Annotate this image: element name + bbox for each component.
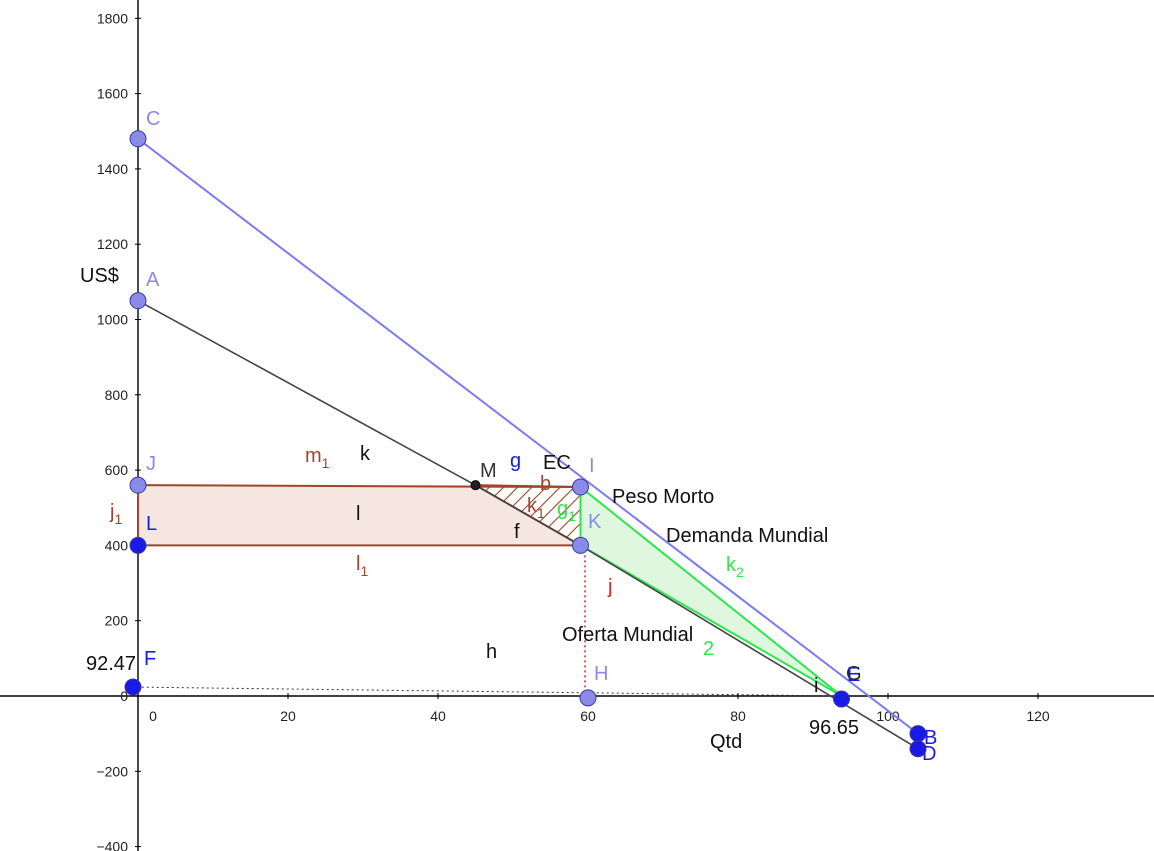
y-tick-200: 200: [105, 613, 129, 629]
object-label-l2: 2: [703, 638, 714, 660]
green-region-k2: [579, 484, 843, 697]
point-label-D: D: [922, 743, 936, 765]
value-label-left: 92.47: [86, 653, 136, 675]
object-label-h: h: [486, 641, 497, 663]
point-label-L: L: [146, 513, 157, 535]
point-label-I: I: [589, 455, 595, 477]
segment-m1: [137, 484, 581, 489]
point-H[interactable]: [579, 689, 597, 707]
label-ec: EC: [543, 452, 571, 474]
dotted-line-h: [126, 686, 842, 697]
y-tick-labels: −400 −200 0 200 400 600 800 1000 1200 1400 1600 180…: [96, 10, 141, 851]
y-tick-1000: 1000: [97, 312, 128, 328]
point-label-G: G: [846, 663, 862, 685]
point-label-M: M: [480, 460, 497, 482]
object-label-i: i: [814, 675, 818, 697]
y-tick-1400: 1400: [97, 161, 128, 177]
object-label-b: b: [540, 473, 551, 495]
x-tick-60: 60: [580, 708, 596, 724]
point-label-C: C: [146, 108, 160, 130]
point-L[interactable]: [129, 536, 147, 554]
object-label-g: g: [510, 450, 521, 472]
point-label-K: K: [588, 511, 602, 533]
point-I[interactable]: [572, 478, 589, 496]
demand-line-g[interactable]: [137, 137, 919, 735]
point-D[interactable]: [909, 740, 927, 758]
y-tick--200: −200: [96, 763, 128, 779]
point-label-F: F: [144, 648, 156, 670]
y-tick-800: 800: [105, 387, 129, 403]
y-tick-1600: 1600: [97, 86, 128, 102]
label-oferta-mundial: Oferta Mundial: [562, 624, 693, 646]
supply-line-f[interactable]: [475, 484, 581, 547]
point-M[interactable]: [470, 480, 481, 491]
y-tick-600: 600: [105, 462, 129, 478]
points-layer: [124, 130, 927, 758]
supply-line-j[interactable]: [580, 544, 919, 750]
y-tick-400: 400: [105, 537, 129, 553]
object-label-m1: m1: [305, 445, 330, 471]
x-tick-120: 120: [1026, 708, 1050, 724]
point-label-H: H: [594, 663, 608, 685]
point-E[interactable]: [833, 690, 850, 708]
point-K[interactable]: [572, 536, 589, 554]
y-tick-1200: 1200: [97, 236, 128, 252]
point-label-B: B: [924, 727, 937, 749]
y-tick--400: −400: [96, 839, 128, 851]
x-tick-0: 0: [149, 708, 157, 724]
rectangle-region-l: [138, 485, 581, 546]
x-axis-label: Qtd: [710, 731, 742, 753]
label-demanda-mundial: Demanda Mundial: [666, 525, 828, 547]
y-tick-1800: 1800: [97, 10, 128, 26]
point-J[interactable]: [129, 476, 147, 494]
object-label-k2: k2: [726, 554, 744, 580]
point-label-J: J: [146, 453, 156, 475]
point-label-E: E: [847, 664, 860, 686]
point-label-A: A: [146, 269, 160, 291]
y-tick-0: 0: [120, 688, 128, 704]
object-label-f: f: [514, 521, 520, 543]
object-label-j: j: [607, 576, 612, 598]
value-label-right: 96.65: [809, 717, 859, 739]
object-label-g1: g1: [557, 498, 576, 524]
supply-line-k[interactable]: [137, 299, 476, 486]
x-tick-80: 80: [730, 708, 746, 724]
object-label-l1: l1: [356, 553, 368, 579]
object-label-k: k: [360, 443, 371, 465]
point-A[interactable]: [129, 292, 147, 310]
point-F[interactable]: [124, 678, 142, 696]
x-tick-labels: 0 20 40 60 80 100 120: [137, 693, 1050, 724]
point-C[interactable]: [129, 130, 147, 148]
y-axis-label: US$: [80, 265, 119, 287]
x-tick-40: 40: [430, 708, 446, 724]
label-peso-morto: Peso Morto: [612, 486, 714, 508]
object-label-j1: j1: [109, 501, 122, 527]
object-label-k1: k1: [527, 495, 545, 521]
object-label-l: l: [356, 503, 360, 525]
x-tick-100: 100: [876, 708, 900, 724]
x-tick-20: 20: [280, 708, 296, 724]
